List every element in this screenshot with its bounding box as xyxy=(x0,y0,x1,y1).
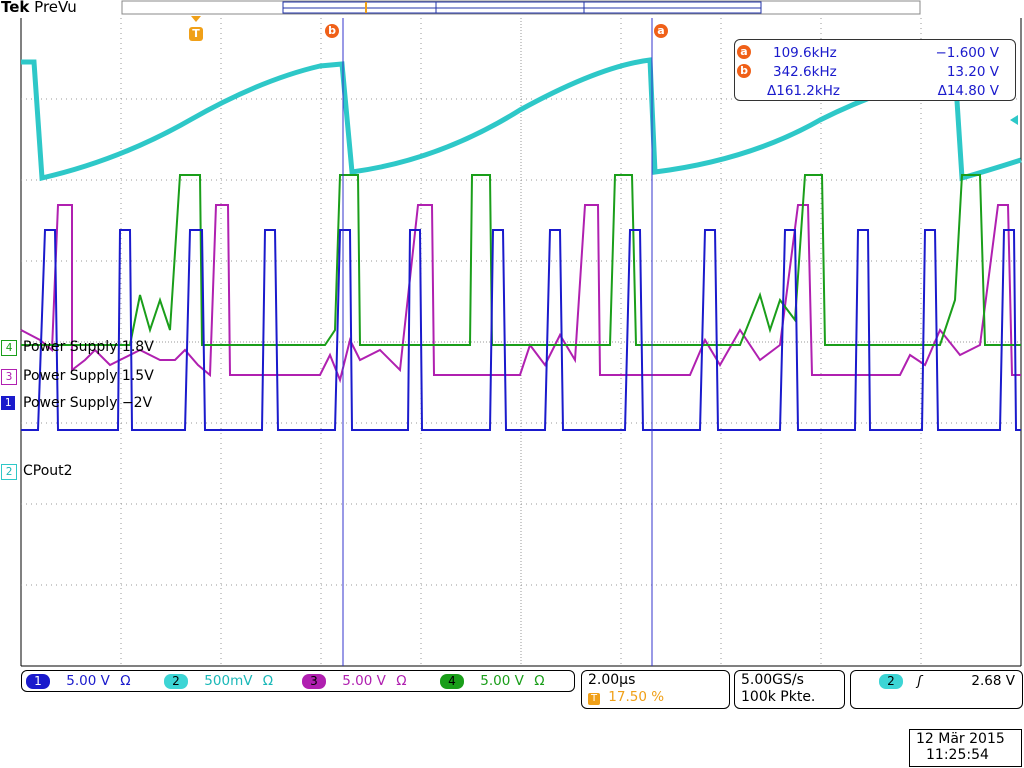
date-value: 12 Mär 2015 xyxy=(916,731,1005,747)
datetime-panel: 12 Mär 2015 11:25:54 xyxy=(909,729,1022,767)
trigger-position-readout: T 17.50 % xyxy=(588,689,664,705)
delta-freq: Δ161.2kHz xyxy=(767,83,840,99)
record-length: 100k Pkte. xyxy=(741,689,816,705)
brand-logo: Tek PreVu xyxy=(1,0,77,16)
ch1-chip: 1 xyxy=(26,674,50,689)
cursor-b-readout: b 342.6kHz 13.20 V xyxy=(737,63,999,82)
delta-volt: Δ14.80 V xyxy=(937,83,999,99)
timebase-value: 2.00µs xyxy=(588,672,636,688)
ch4-impedance-icon: Ω xyxy=(534,673,545,689)
ch1-scale-value: 5.00 V xyxy=(66,673,110,689)
sample-rate: 5.00GS/s xyxy=(741,672,804,688)
cursor-b-volt: 13.20 V xyxy=(946,64,999,80)
ch2-level-arrow xyxy=(1010,115,1018,125)
ch2-ground-marker[interactable]: 2 xyxy=(1,464,17,480)
trigger-position-marker[interactable]: T xyxy=(189,16,203,41)
ch4-scale-value: 5.00 V xyxy=(480,673,524,689)
trigger-source-chip: 2 xyxy=(879,674,903,689)
cursor-a-freq: 109.6kHz xyxy=(773,45,837,61)
ch1-ground-marker[interactable]: 1 xyxy=(1,396,15,410)
cursor-a-volt: −1.600 V xyxy=(935,45,1000,61)
acquisition-mode: PreVu xyxy=(34,0,77,16)
cursor-b-freq: 342.6kHz xyxy=(773,64,837,80)
ch1-label-text: Power Supply −2V xyxy=(23,395,153,411)
ch2-impedance-icon: Ω xyxy=(262,673,274,689)
ch4-label-text: Power Supply 1.8V xyxy=(23,339,154,355)
ch4-ground-marker[interactable]: 4 xyxy=(1,340,17,356)
trigger-pos-value: 17.50 % xyxy=(608,689,665,705)
ch3-impedance-icon: Ω xyxy=(396,673,407,689)
ch3-chip: 3 xyxy=(302,674,326,689)
ch3-scale[interactable]: 3 5.00 V Ω xyxy=(302,673,442,689)
readout-b-icon: b xyxy=(737,64,751,78)
ch3-scale-value: 5.00 V xyxy=(342,673,386,689)
ch1-scale[interactable]: 1 5.00 V Ω xyxy=(26,673,166,689)
timebase-panel[interactable]: 2.00µs T 17.50 % xyxy=(581,670,730,709)
ch3-waveform xyxy=(20,204,1021,384)
ch3-label-text: Power Supply 1.5V xyxy=(23,368,154,384)
trigger-pos-icon: T xyxy=(588,693,600,705)
ch4-chip: 4 xyxy=(440,674,464,689)
ch2-scale-value: 500mV xyxy=(204,673,253,689)
graticule xyxy=(20,18,1022,667)
trigger-settings: 2 ʃ 2.68 V xyxy=(879,673,1019,689)
trigger-t-icon: T xyxy=(189,27,203,41)
cursor-delta-readout: Δ161.2kHz Δ14.80 V xyxy=(759,82,999,101)
ch4-waveform xyxy=(21,174,1021,346)
rising-edge-icon: ʃ xyxy=(917,673,922,689)
acquisition-panel[interactable]: 5.00GS/s 100k Pkte. xyxy=(734,670,845,709)
ch4-scale[interactable]: 4 5.00 V Ω xyxy=(440,673,574,689)
ch2-scale[interactable]: 2 500mV Ω xyxy=(164,673,304,689)
ch2-chip: 2 xyxy=(164,674,188,689)
time-value: 11:25:54 xyxy=(926,747,989,763)
ch3-ground-marker[interactable]: 3 xyxy=(1,369,17,385)
cursor-a-readout: a 109.6kHz −1.600 V xyxy=(737,44,1000,63)
trigger-level: 2.68 V xyxy=(971,673,1015,689)
ch1-waveform xyxy=(21,229,1021,431)
cursor-a-marker[interactable]: a xyxy=(654,24,668,38)
cursor-readout-panel: a 109.6kHz −1.600 V b 342.6kHz 13.20 V Δ16… xyxy=(734,39,1016,101)
ch1-impedance-icon: Ω xyxy=(120,673,131,689)
trigger-panel[interactable]: 2 ʃ 2.68 V xyxy=(850,670,1023,709)
ch2-label-text: CPout2 xyxy=(23,463,73,479)
readout-a-icon: a xyxy=(737,45,751,59)
cursor-b-marker[interactable]: b xyxy=(325,24,339,38)
channel-scale-bar: 1 5.00 V Ω 2 500mV Ω 3 5.00 V Ω 4 5.00 V… xyxy=(21,670,575,692)
brand-name: Tek xyxy=(1,0,30,16)
